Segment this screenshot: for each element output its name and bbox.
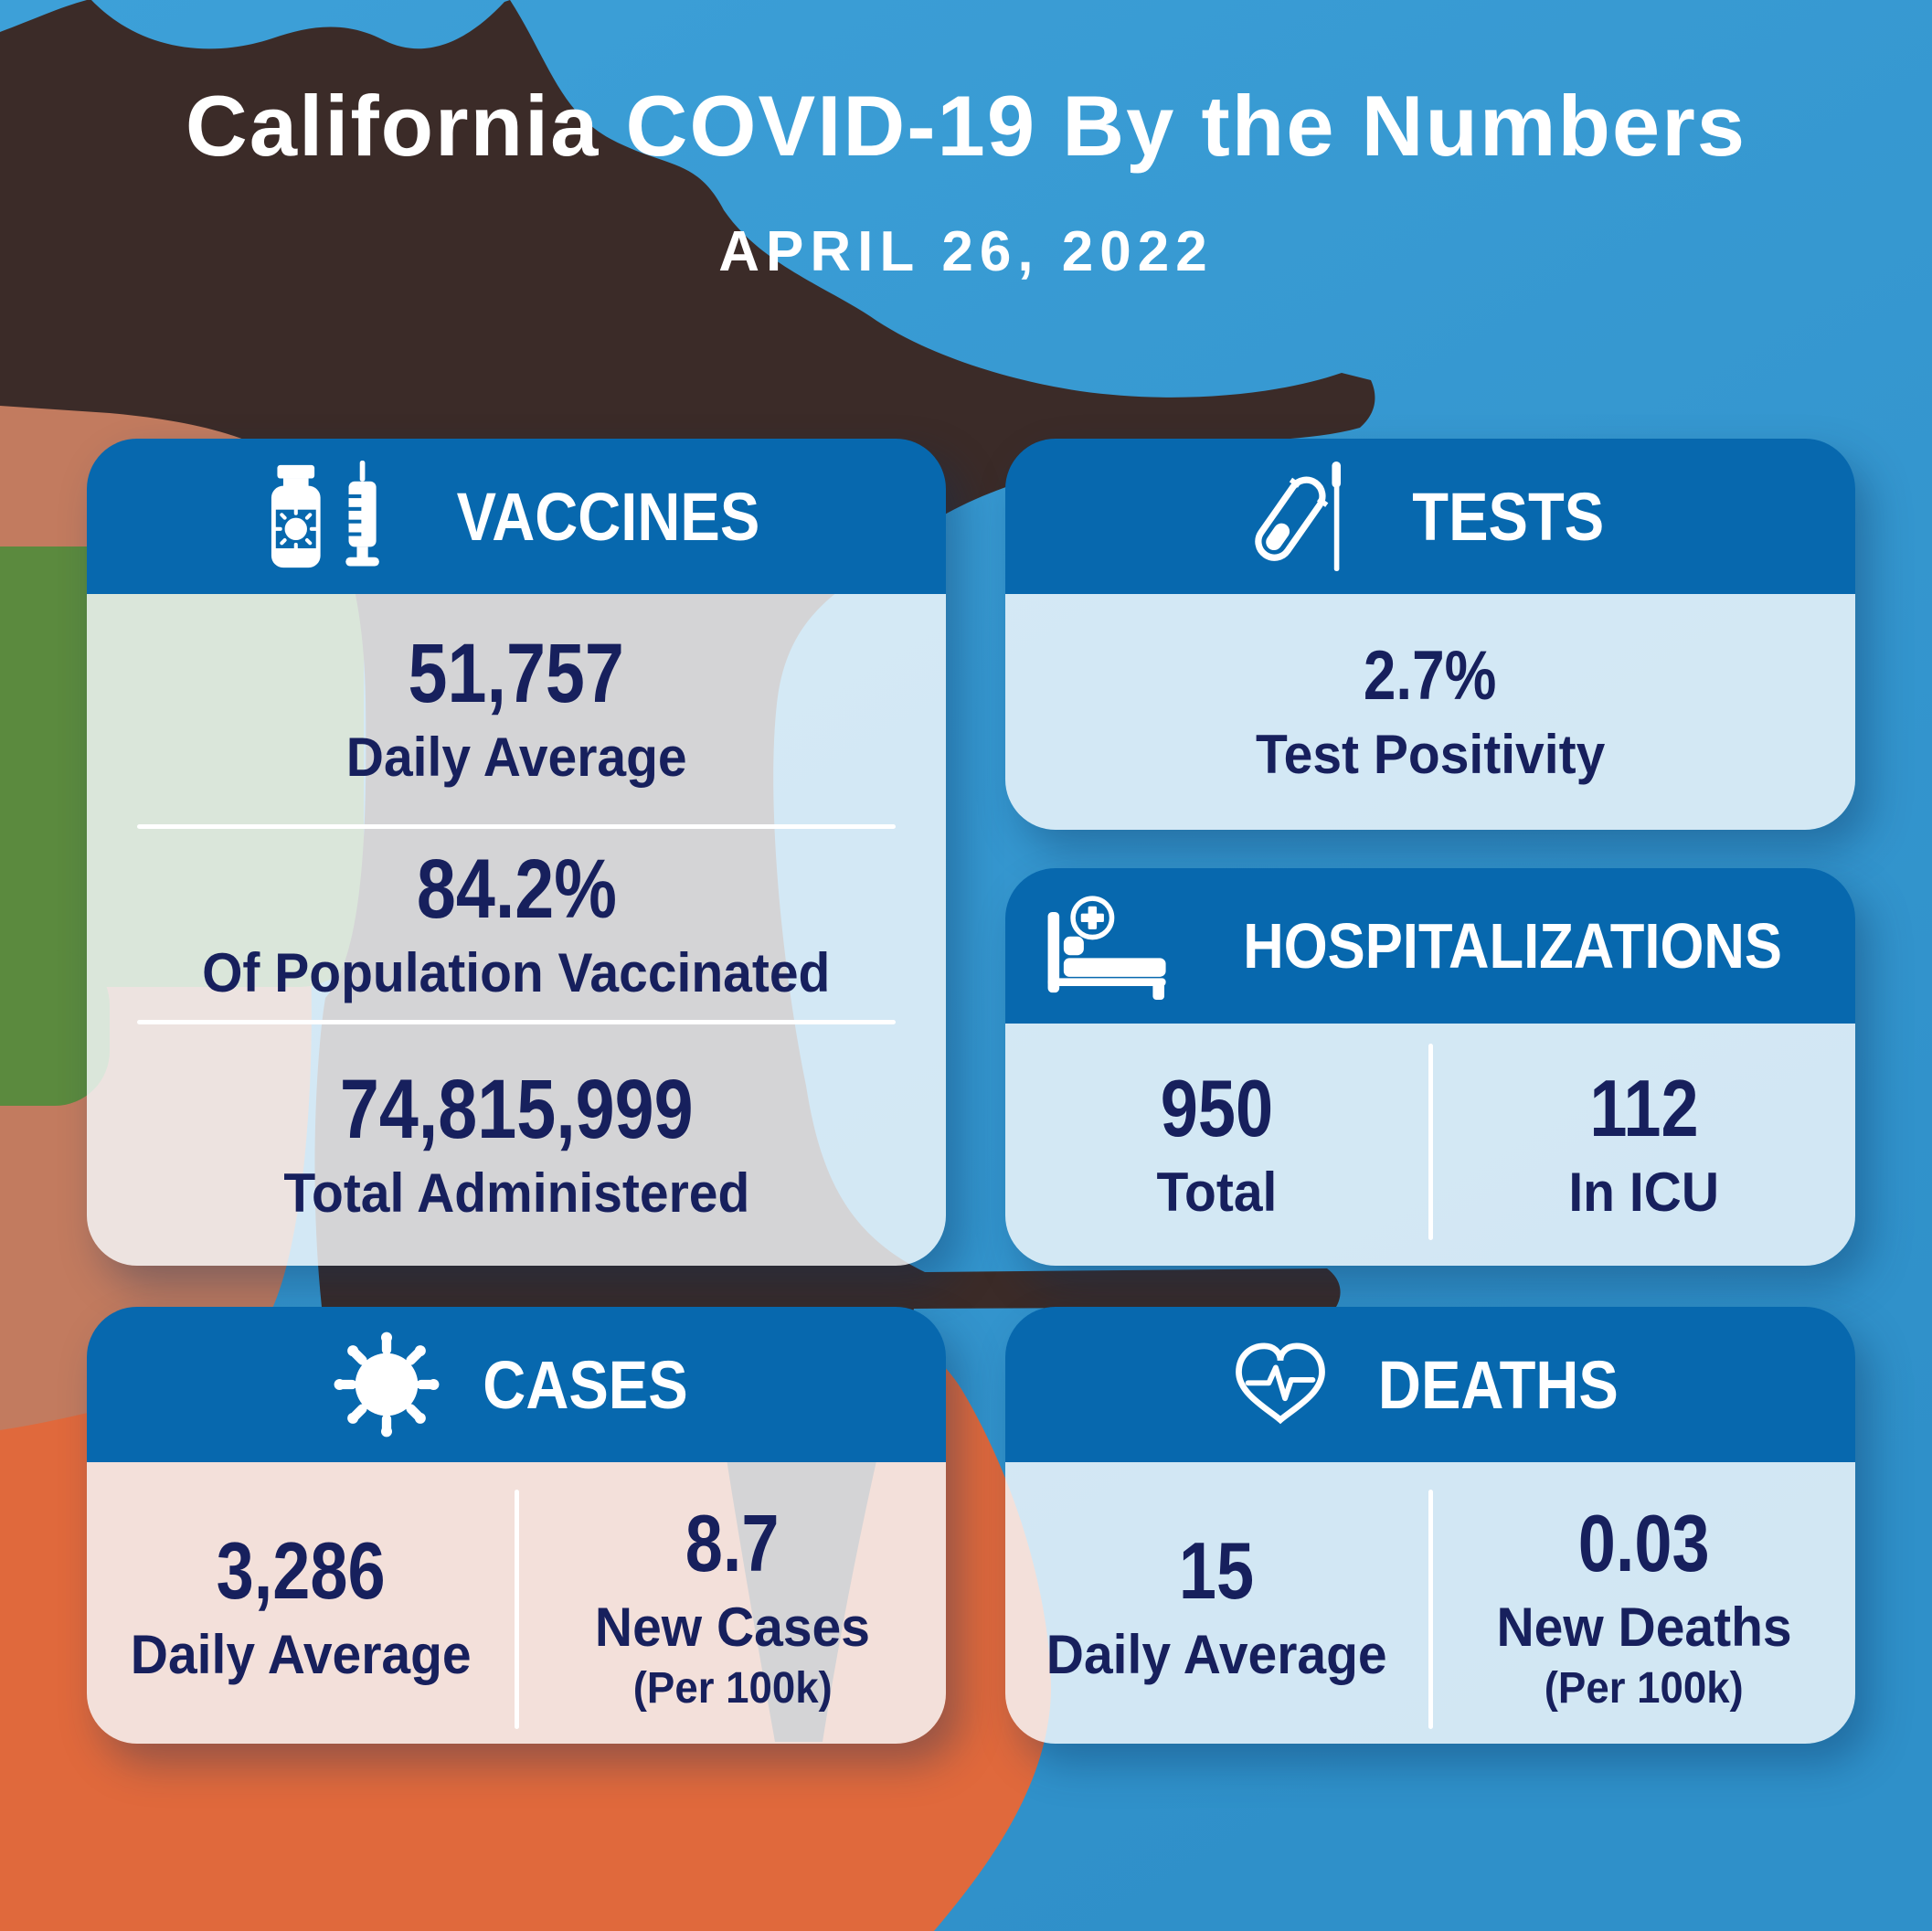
stat-label: Test Positivity: [1255, 723, 1606, 785]
stat-value: 950: [1160, 1063, 1273, 1153]
vaccines-header: VACCINES: [87, 439, 946, 594]
tests-body: 2.7% Test Positivity: [1005, 594, 1855, 830]
deaths-header: DEATHS: [1005, 1307, 1855, 1462]
divider: [514, 1490, 519, 1729]
tests-title: TESTS: [1412, 478, 1604, 555]
stat-value: 74,815,999: [339, 1063, 694, 1157]
stat-sublabel: (Per 100k): [1544, 1663, 1744, 1713]
deaths-title: DEATHS: [1377, 1346, 1619, 1423]
hospital-bed-icon: [1047, 896, 1166, 1000]
cases-header: CASES: [87, 1307, 946, 1462]
hospitalizations-body: 950 Total 112 In ICU: [1005, 1024, 1855, 1266]
stat-value: 8.7: [685, 1497, 780, 1588]
stat-label: Daily Average: [1046, 1623, 1387, 1685]
stat-cases-daily-average: 3,286 Daily Average: [87, 1462, 515, 1744]
stat-label: Daily Average: [345, 727, 687, 789]
stat-label: Of Population Vaccinated: [202, 941, 831, 1003]
stat-label: In ICU: [1568, 1162, 1720, 1223]
vaccines-title: VACCINES: [456, 478, 759, 555]
stat-label: Total: [1156, 1162, 1278, 1223]
hospitalizations-card: HOSPITALIZATIONS 950 Total 112 In ICU: [1005, 868, 1855, 1266]
divider: [137, 1019, 896, 1024]
vaccine-vial-syringe-icon: [271, 461, 379, 568]
stat-label: Daily Average: [130, 1623, 472, 1685]
divider: [137, 823, 896, 829]
stat-value: 0.03: [1577, 1497, 1710, 1588]
tests-header: TESTS: [1005, 439, 1855, 594]
virus-icon: [334, 1332, 439, 1438]
cases-card: CASES 3,286 Daily Average 8.7 New Cases …: [87, 1307, 946, 1744]
stat-value: 112: [1589, 1063, 1699, 1153]
vaccines-body: 51,757 Daily Average 84.2% Of Population…: [87, 594, 946, 1266]
cases-body: 3,286 Daily Average 8.7 New Cases (Per 1…: [87, 1462, 946, 1744]
stat-label: Total Administered: [283, 1162, 749, 1225]
stat-new-cases-per-100k: 8.7 New Cases (Per 100k): [519, 1462, 947, 1744]
stat-value: 84.2%: [416, 842, 617, 936]
heart-pulse-icon: [1235, 1342, 1325, 1425]
stat-value: 15: [1179, 1524, 1255, 1616]
stat-hospitalized-total: 950 Total: [1005, 1024, 1428, 1266]
stat-in-icu: 112 In ICU: [1433, 1024, 1856, 1266]
deaths-body: 15 Daily Average 0.03 New Deaths (Per 10…: [1005, 1462, 1855, 1744]
divider: [1428, 1044, 1433, 1240]
deaths-card: DEATHS 15 Daily Average 0.03 New Deaths …: [1005, 1307, 1855, 1744]
tests-card: TESTS 2.7% Test Positivity: [1005, 439, 1855, 830]
stat-value: 2.7%: [1364, 636, 1497, 715]
stat-population-vaccinated: 84.2% Of Population Vaccinated: [87, 829, 946, 1020]
stat-deaths-daily-average: 15 Daily Average: [1005, 1462, 1428, 1744]
test-tube-swab-icon: [1255, 462, 1341, 571]
stat-test-positivity: 2.7% Test Positivity: [1005, 594, 1855, 830]
stat-vaccines-daily-average: 51,757 Daily Average: [87, 594, 946, 824]
page-title: California COVID-19 By the Numbers: [185, 78, 1747, 174]
stat-value: 3,286: [216, 1524, 386, 1616]
vaccines-card: VACCINES 51,757 Daily Average 84.2% Of P…: [87, 439, 946, 1266]
hospitalizations-header: HOSPITALIZATIONS: [1005, 868, 1855, 1024]
cases-title: CASES: [482, 1346, 688, 1423]
hospitalizations-title: HOSPITALIZATIONS: [1243, 910, 1782, 981]
green-shape-lower: [0, 950, 110, 1106]
stat-value: 51,757: [408, 627, 625, 721]
stat-label: New Cases: [594, 1596, 870, 1658]
stat-sublabel: (Per 100k): [632, 1663, 833, 1713]
page-date: APRIL 26, 2022: [718, 220, 1214, 283]
divider: [1428, 1490, 1433, 1729]
stat-label: New Deaths: [1496, 1596, 1792, 1658]
stat-new-deaths-per-100k: 0.03 New Deaths (Per 100k): [1433, 1462, 1856, 1744]
stat-total-administered: 74,815,999 Total Administered: [87, 1024, 946, 1266]
